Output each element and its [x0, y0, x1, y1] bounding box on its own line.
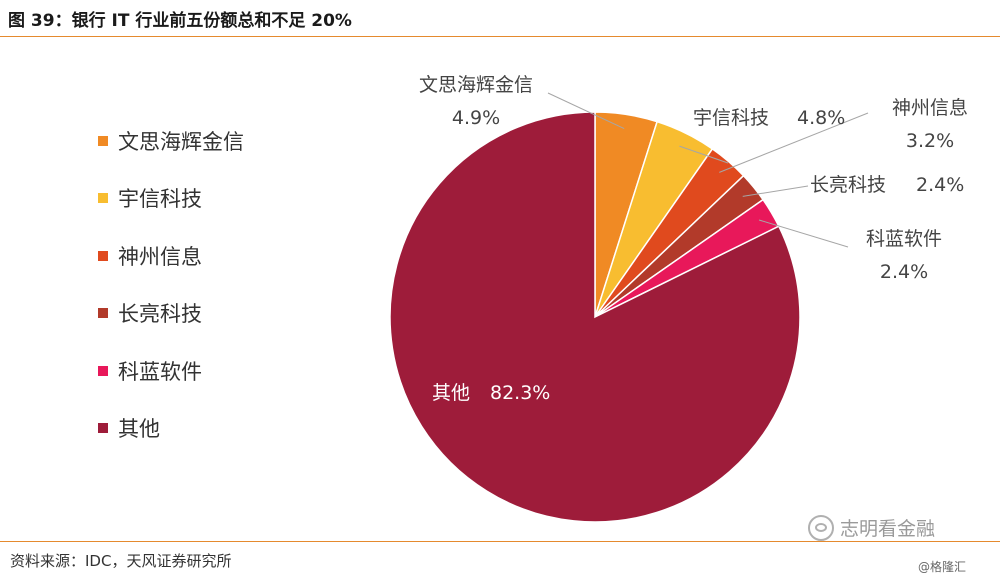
slice-label-name: 其他 [432, 382, 470, 404]
slice-label-name: 长亮科技 [810, 174, 886, 196]
slice-label-name: 神州信息 [892, 97, 968, 119]
wechat-icon [808, 514, 834, 541]
legend-swatch [98, 423, 108, 434]
slice-label-value: 4.9% [452, 107, 500, 129]
source-note: 资料来源：IDC，天风证券研究所 [10, 552, 232, 570]
legend-item: 文思海辉金信 [98, 112, 244, 170]
legend-swatch [98, 193, 108, 204]
header-divider [0, 36, 1000, 37]
pie-slices [389, 111, 801, 523]
legend-label: 其他 [118, 417, 160, 442]
legend-label: 神州信息 [118, 244, 202, 269]
leader-line [719, 112, 869, 173]
legend-swatch [98, 135, 108, 146]
legend-item: 其他 [98, 400, 244, 458]
watermark: 志明看金融 [808, 514, 935, 541]
leader-line [679, 145, 729, 164]
watermark-stamp: @格隆汇 [918, 560, 967, 574]
slice-label-value: 4.8% [797, 107, 845, 129]
slice-labels: 文思海辉金信 4.9% 宇信科技 4.8% 神州信息 3.2% 长亮科技 2.4… [419, 74, 968, 404]
slice-label-value: 3.2% [906, 130, 954, 152]
slice-label-name: 科蓝软件 [866, 228, 942, 250]
slice-label-value: 2.4% [916, 174, 964, 196]
legend-label: 文思海辉金信 [118, 129, 244, 154]
legend-swatch [98, 250, 108, 261]
slice-label-value: 2.4% [880, 261, 928, 283]
legend-label: 宇信科技 [118, 187, 202, 212]
pie-slice [389, 111, 801, 523]
leader-line [742, 185, 809, 197]
slice-label-value: 82.3% [490, 382, 550, 404]
leader-lines [547, 92, 869, 248]
slice-label-name: 宇信科技 [693, 107, 769, 129]
legend-label: 长亮科技 [118, 302, 202, 327]
leader-line [758, 219, 849, 248]
watermark-text: 志明看金融 [840, 518, 936, 540]
chart-title: 图 39：银行 IT 行业前五份额总和不足 20% [8, 11, 352, 31]
leader-line [547, 92, 625, 130]
legend-item: 科蓝软件 [98, 342, 244, 400]
legend-swatch [98, 365, 108, 376]
chart-legend: 文思海辉金信 宇信科技 神州信息 长亮科技 科蓝软件 其他 [98, 112, 244, 457]
legend-label: 科蓝软件 [118, 359, 202, 384]
slice-label-name: 文思海辉金信 [419, 74, 533, 96]
legend-item: 长亮科技 [98, 285, 244, 343]
legend-swatch [98, 308, 108, 319]
footer-divider [0, 541, 1000, 542]
legend-item: 神州信息 [98, 227, 244, 285]
legend-item: 宇信科技 [98, 170, 244, 228]
